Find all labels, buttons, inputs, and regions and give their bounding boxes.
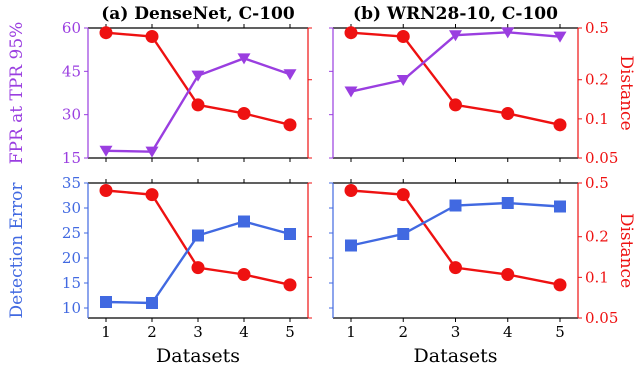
data-point — [191, 261, 205, 275]
data-point — [345, 239, 357, 252]
data-point — [449, 261, 462, 275]
data-point — [237, 53, 251, 65]
chart-panel-2: 0.5 0.2 0.1 0.05 (b) WRN28-10, C-100 Distance — [329, 4, 636, 167]
y-tick-label-right: 0.05 — [585, 309, 618, 327]
y-axis-label-right: Distance — [616, 55, 636, 130]
data-point — [99, 183, 113, 197]
data-point — [396, 30, 410, 44]
chart-panel-4: 1 2 3 4 5 0.5 0.2 0.1 0.05 Datasets Distance — [329, 174, 636, 367]
y-tick-label-left: 15 — [62, 274, 81, 292]
y-tick-label-right: 0.1 — [585, 110, 609, 128]
data-point — [191, 70, 205, 82]
data-point — [554, 200, 566, 213]
x-tick-label: 5 — [285, 323, 295, 341]
data-point — [100, 296, 112, 308]
y-tick-label-right: 0.2 — [585, 71, 609, 89]
data-point — [344, 26, 358, 40]
data-point — [553, 31, 567, 43]
data-point — [237, 106, 251, 120]
data-point — [396, 75, 410, 86]
data-point — [99, 26, 113, 40]
data-point — [99, 145, 113, 157]
x-axis-label: Datasets — [156, 345, 240, 367]
data-point — [192, 229, 204, 242]
data-point — [344, 183, 358, 197]
x-tick-label: 4 — [239, 323, 249, 341]
y-tick-label-right: 0.5 — [585, 174, 609, 192]
chart-title: (a) DenseNet, C-100 — [101, 4, 295, 24]
y-axis-label-left: FPR at TPR 95% — [7, 22, 27, 165]
data-point — [396, 188, 410, 202]
x-tick-label: 2 — [398, 323, 408, 341]
data-point — [449, 199, 462, 212]
x-tick-label: 1 — [101, 323, 111, 341]
y-tick-label-right: 0.2 — [585, 228, 609, 246]
x-tick-label: 2 — [147, 323, 157, 341]
chart-title: (b) WRN28-10, C-100 — [353, 4, 558, 24]
x-tick-label: 5 — [555, 323, 565, 341]
y-tick-label-left: 30 — [62, 199, 81, 217]
x-tick-label: 3 — [451, 323, 461, 341]
y-tick-label-left: 10 — [62, 299, 81, 317]
y-tick-label-left: 15 — [62, 149, 81, 167]
data-point — [284, 228, 296, 240]
data-point — [553, 118, 567, 132]
data-point — [191, 98, 205, 112]
y-axis-label-right: Distance — [616, 213, 636, 288]
y-tick-label-right: 0.05 — [585, 149, 618, 167]
data-point — [553, 278, 567, 292]
data-point — [145, 146, 159, 158]
data-point — [237, 268, 251, 282]
x-tick-label: 1 — [346, 323, 356, 341]
x-tick-label: 3 — [193, 323, 203, 341]
data-point — [283, 278, 297, 292]
data-point — [449, 98, 462, 112]
data-point — [501, 197, 514, 209]
x-tick-label: 4 — [503, 323, 513, 341]
data-point — [283, 69, 297, 81]
data-point — [344, 86, 358, 98]
chart-panel-3: 1 2 3 4 5 10 15 20 25 30 35 Datasets Detection Error — [7, 174, 312, 367]
data-point — [238, 215, 250, 228]
y-tick-label-right: 0.1 — [585, 268, 609, 286]
data-point — [501, 27, 515, 39]
y-tick-label-left: 25 — [62, 224, 81, 242]
y-tick-label-left: 30 — [62, 106, 81, 124]
data-point — [397, 228, 410, 240]
data-point — [145, 188, 159, 202]
y-tick-label-left: 60 — [62, 19, 81, 37]
data-point — [501, 106, 515, 120]
data-point — [145, 30, 159, 44]
data-point — [146, 297, 158, 309]
y-tick-label-right: 0.5 — [585, 19, 609, 37]
data-point — [449, 30, 462, 42]
data-point — [501, 268, 515, 282]
chart-panel-1: 15 30 45 60 (a) DenseNet, C-100 FPR at TPR 95… — [7, 4, 312, 167]
y-tick-label-left: 35 — [62, 174, 81, 192]
y-tick-label-left: 20 — [62, 249, 81, 267]
y-axis-label-left: Detection Error — [7, 182, 27, 319]
y-tick-label-left: 45 — [62, 62, 81, 80]
data-point — [283, 118, 297, 132]
x-axis-label: Datasets — [414, 345, 498, 367]
